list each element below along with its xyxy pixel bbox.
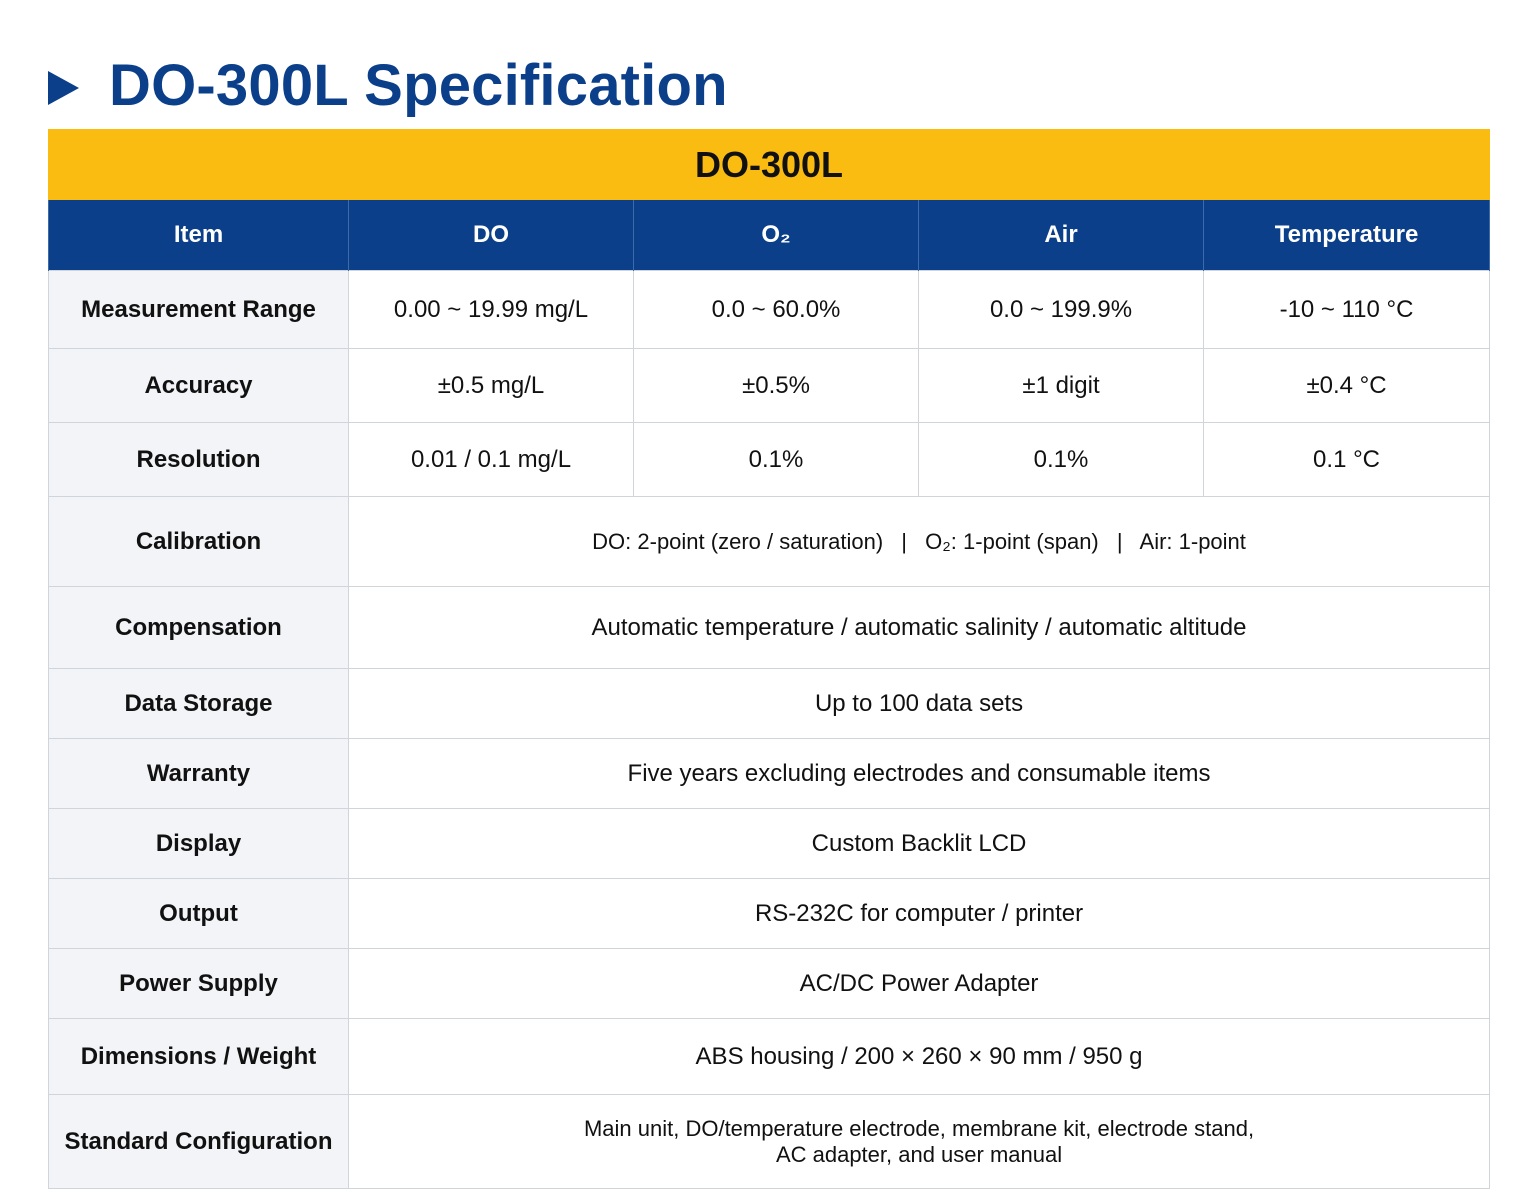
row-label: Output — [48, 878, 349, 949]
table-row-resolution: Resolution 0.01 / 0.1 mg/L 0.1% 0.1% 0.1… — [48, 422, 1491, 497]
header-o2: O₂ — [633, 200, 919, 271]
row-label: Data Storage — [48, 668, 349, 739]
product-name: DO-300L — [47, 129, 1491, 200]
cell-air: ±1 digit — [918, 348, 1204, 423]
table-row-output: Output RS-232C for computer / printer — [48, 878, 1491, 949]
row-label: Resolution — [48, 422, 349, 497]
cell-air: 0.1% — [918, 422, 1204, 497]
table-row-compensation: Compensation Automatic temperature / aut… — [48, 586, 1491, 669]
row-label: Accuracy — [48, 348, 349, 423]
configuration-line: AC adapter, and user manual — [775, 1141, 1063, 1167]
cell-dimensions-weight: ABS housing / 200 × 260 × 90 mm / 950 g — [347, 1018, 1491, 1095]
row-label: Display — [48, 808, 349, 879]
table-row-calibration: Calibration DO: 2-point (zero / saturati… — [48, 496, 1491, 587]
cell-calibration: DO: 2-point (zero / saturation) | O₂: 1-… — [347, 496, 1491, 587]
separator: | — [901, 528, 908, 554]
row-label: Warranty — [48, 738, 349, 809]
header-temperature: Temperature — [1202, 200, 1491, 271]
row-label: Power Supply — [48, 948, 349, 1019]
header-air: Air — [918, 200, 1204, 271]
cell-o2: ±0.5% — [633, 348, 919, 423]
table-row-display: Display Custom Backlit LCD — [48, 808, 1491, 879]
product-banner-row: DO-300L — [47, 129, 1491, 200]
cell-temperature: ±0.4 °C — [1202, 348, 1491, 423]
calibration-air: Air: 1-point — [1139, 528, 1246, 554]
calibration-o2: O₂: 1-point (span) — [925, 528, 1099, 554]
page-title: DO-300L Specification — [109, 52, 728, 118]
cell-temperature: -10 ~ 110 °C — [1202, 270, 1491, 349]
table-row-standard-configuration: Standard Configuration Main unit, DO/tem… — [48, 1094, 1491, 1189]
cell-o2: 0.1% — [633, 422, 919, 497]
cell-warranty: Five years excluding electrodes and cons… — [347, 738, 1491, 809]
table-row-dimensions-weight: Dimensions / Weight ABS housing / 200 × … — [48, 1018, 1491, 1095]
row-label: Standard Configuration — [48, 1094, 349, 1189]
cell-display: Custom Backlit LCD — [347, 808, 1491, 879]
table-row-measurement-range: Measurement Range 0.00 ~ 19.99 mg/L 0.0 … — [48, 270, 1491, 349]
cell-temperature: 0.1 °C — [1202, 422, 1491, 497]
cell-compensation: Automatic temperature / automatic salini… — [347, 586, 1491, 669]
separator: | — [1116, 528, 1123, 554]
calibration-do: DO: 2-point (zero / saturation) — [592, 528, 884, 554]
table-row-warranty: Warranty Five years excluding electrodes… — [48, 738, 1491, 809]
cell-data-storage: Up to 100 data sets — [347, 668, 1491, 739]
table-row-data-storage: Data Storage Up to 100 data sets — [48, 668, 1491, 739]
header-do: DO — [348, 200, 634, 271]
cell-output: RS-232C for computer / printer — [347, 878, 1491, 949]
row-label: Measurement Range — [48, 270, 349, 349]
cell-do: 0.00 ~ 19.99 mg/L — [348, 270, 634, 349]
cell-power-supply: AC/DC Power Adapter — [347, 948, 1491, 1019]
play-triangle-icon — [48, 71, 79, 105]
cell-do: 0.01 / 0.1 mg/L — [348, 422, 634, 497]
table-row-accuracy: Accuracy ±0.5 mg/L ±0.5% ±1 digit ±0.4 °… — [48, 348, 1491, 423]
cell-o2: 0.0 ~ 60.0% — [633, 270, 919, 349]
row-label: Compensation — [48, 586, 349, 669]
cell-standard-configuration: Main unit, DO/temperature electrode, mem… — [347, 1094, 1491, 1189]
column-header-row: Item DO O₂ Air Temperature — [48, 200, 1491, 271]
cell-air: 0.0 ~ 199.9% — [918, 270, 1204, 349]
table-row-power-supply: Power Supply AC/DC Power Adapter — [48, 948, 1491, 1019]
page-header: DO-300L Specification — [48, 50, 728, 120]
header-item: Item — [48, 200, 349, 271]
row-label: Calibration — [48, 496, 349, 587]
configuration-line: Main unit, DO/temperature electrode, mem… — [583, 1115, 1255, 1141]
cell-do: ±0.5 mg/L — [348, 348, 634, 423]
specification-table: DO-300L Item DO O₂ Air Temperature Measu… — [47, 129, 1491, 1189]
row-label: Dimensions / Weight — [48, 1018, 349, 1095]
